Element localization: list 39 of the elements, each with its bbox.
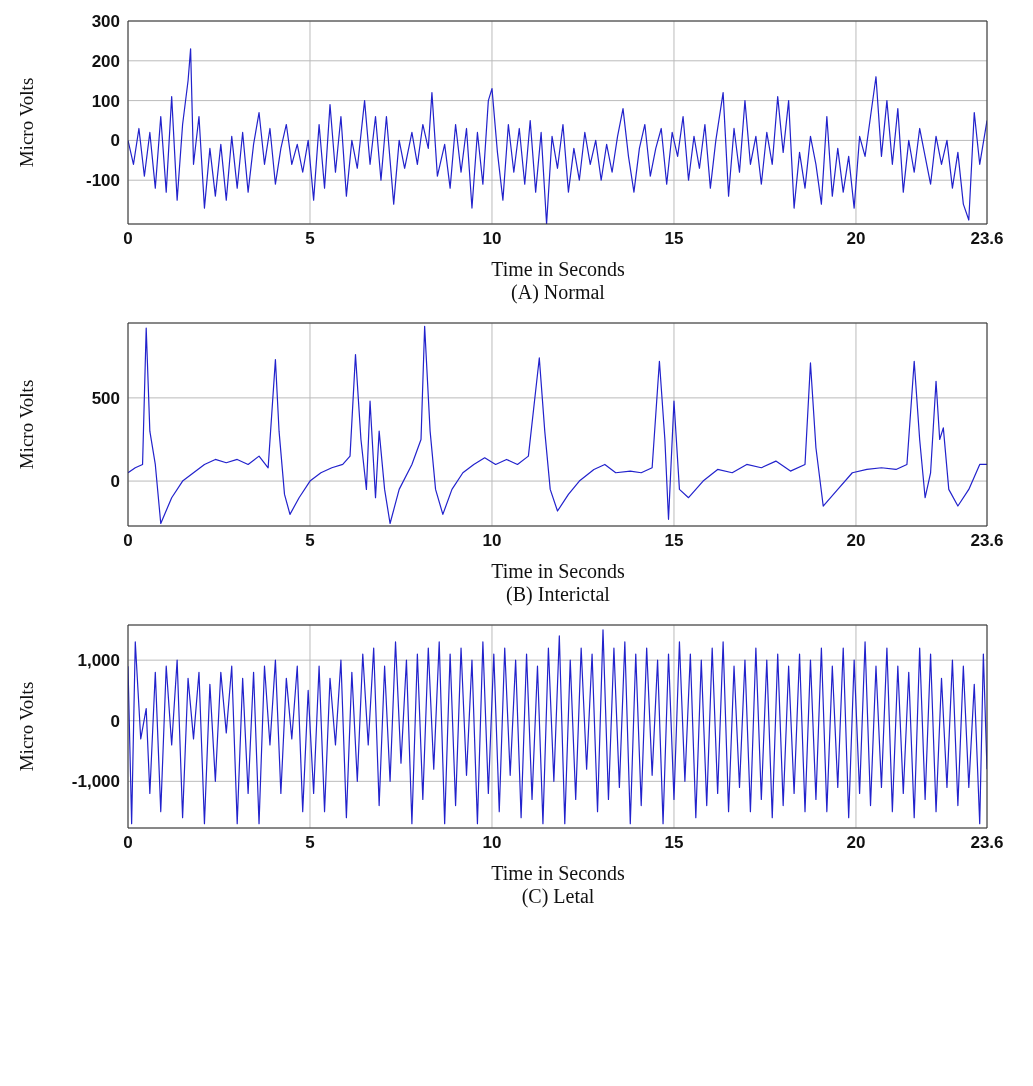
x-axis-title: Time in Seconds [490, 862, 626, 885]
text: (B) Interictal [505, 583, 611, 606]
x-tick-label: 5 [305, 531, 315, 551]
y-tick-label: 500 [91, 388, 120, 408]
x-axis-title: Time in Seconds [490, 560, 626, 583]
x-tick-label: 20 [846, 833, 866, 853]
y-tick-label: 0 [110, 131, 120, 151]
x-tick-label: 20 [846, 531, 866, 551]
y-axis-title: Micro Volts [15, 77, 37, 168]
x-tick-label: 5 [305, 229, 315, 249]
y-axis-title: Micro Volts [15, 379, 37, 470]
text: (A) Normal [510, 281, 606, 304]
y-tick-label: 1,000 [77, 651, 120, 671]
x-tick-label: 15 [664, 229, 684, 249]
x-tick-label: 15 [664, 833, 684, 853]
y-tick-label: 0 [110, 472, 120, 492]
y-tick-label: 0 [110, 711, 120, 731]
x-tick-label: 15 [664, 531, 684, 551]
y-tick-label: -100 [85, 171, 120, 191]
x-tick-label: 23.6 [970, 531, 1004, 551]
x-tick-label: 10 [482, 229, 502, 249]
x-tick-label: 5 [305, 833, 315, 853]
y-tick-label: 100 [91, 91, 120, 111]
x-tick-label: 0 [123, 229, 133, 249]
x-tick-label: 0 [123, 833, 133, 853]
x-tick-label: 0 [123, 531, 133, 551]
y-tick-label: 200 [91, 51, 120, 71]
y-tick-label: 300 [91, 12, 120, 32]
x-tick-label: 10 [482, 531, 502, 551]
x-tick-label: 23.6 [970, 833, 1004, 853]
y-tick-label: -1,000 [71, 772, 120, 792]
x-tick-label: 10 [482, 833, 502, 853]
text: (C) Letal [520, 885, 596, 908]
x-axis-title: Time in Seconds [490, 258, 626, 281]
y-axis-title: Micro Volts [15, 681, 37, 772]
x-tick-label: 20 [846, 229, 866, 249]
line-series [128, 629, 987, 825]
x-tick-label: 23.6 [970, 229, 1004, 249]
line-series [128, 325, 987, 525]
